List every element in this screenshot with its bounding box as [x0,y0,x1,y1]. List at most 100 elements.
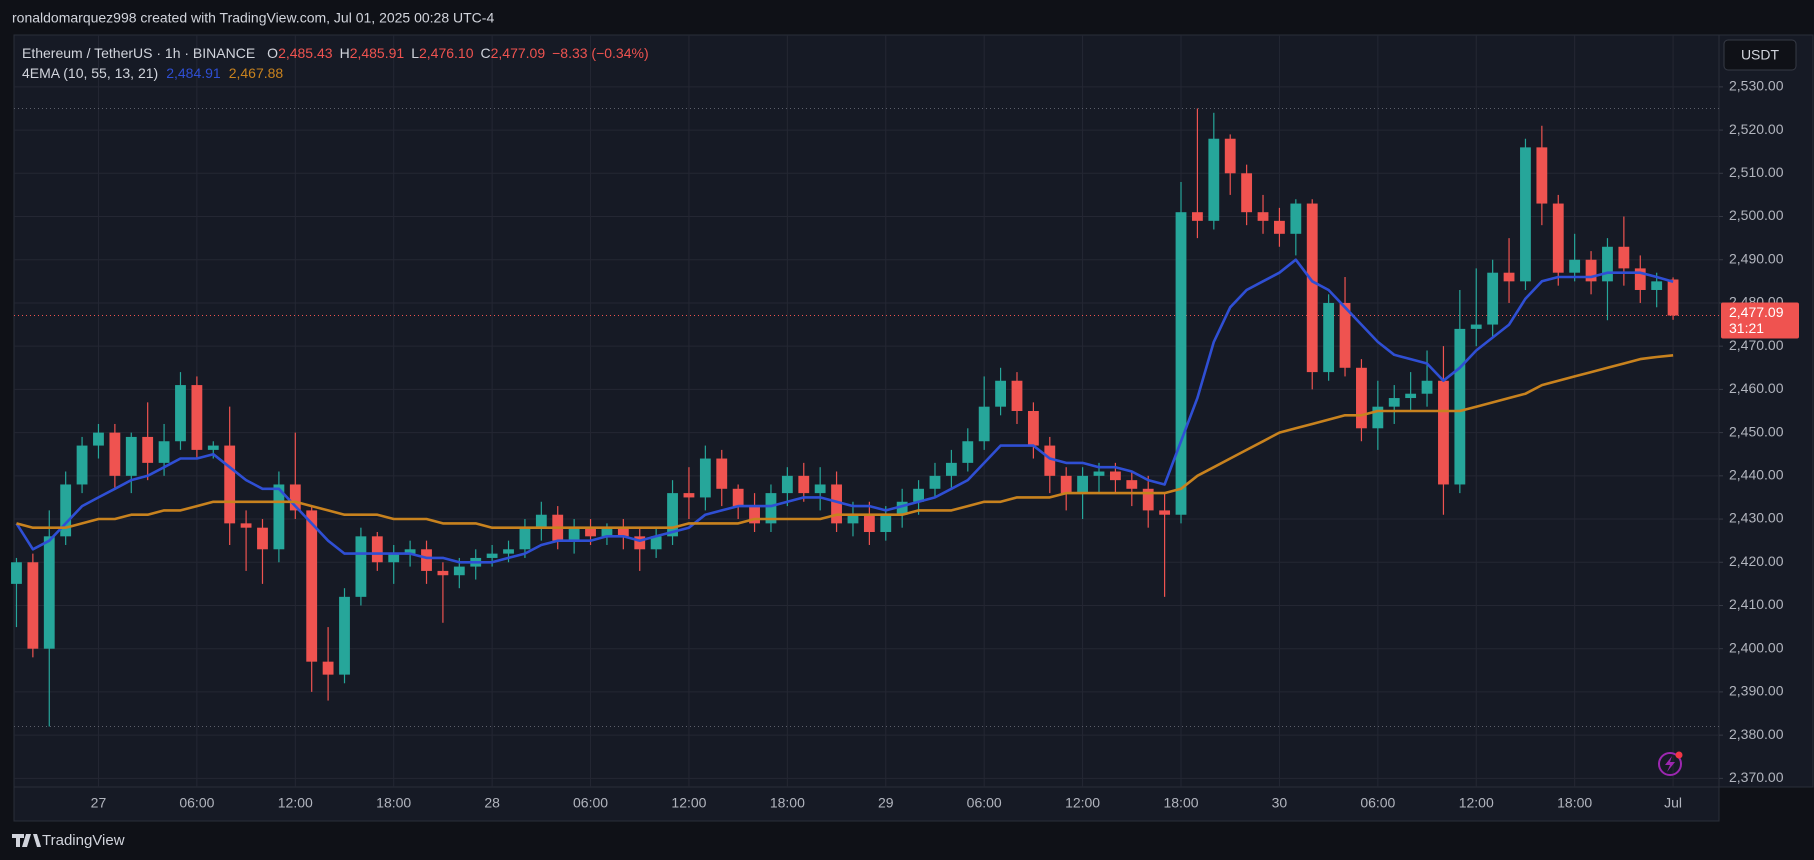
legend-ohlc-value: 2,485.91 [350,45,405,61]
y-tick-label: 2,370.00 [1729,769,1784,785]
candle-body [306,510,318,662]
y-tick-label: 2,400.00 [1729,639,1784,655]
footer-brand: TradingView [42,832,125,849]
candle-body [1634,268,1646,290]
candle-body [568,527,580,541]
candle-body [1388,398,1400,407]
candle-body [945,462,957,476]
candle-body [486,553,498,558]
legend-ohlc-key: C [480,45,490,61]
candle-body [257,527,268,550]
candle-body [1208,138,1220,221]
candle-body [1011,380,1023,411]
candle-body [1060,475,1072,494]
x-tick-label: 18:00 [770,795,805,811]
legend-change: −8.33 (−0.34%) [552,45,649,61]
indicator-value: 2,467.88 [229,65,284,81]
y-tick-label: 2,380.00 [1729,726,1784,742]
candle-body [1339,302,1351,368]
y-tick-label: 2,470.00 [1729,337,1784,353]
candle-body [617,527,629,537]
x-tick-label: 06:00 [179,795,214,811]
legend-ohlc-key: H [340,45,350,61]
plot [11,108,1679,727]
candle-body [1290,203,1302,234]
candle-body [913,488,924,502]
alert-icon[interactable] [1658,752,1682,776]
candle-body [1667,279,1679,316]
candle-body [224,445,236,524]
candle-body [683,493,695,498]
candle-body [962,441,974,463]
y-tick-label: 2,490.00 [1729,250,1784,266]
x-tick-label: 28 [484,795,500,811]
candle-body [1536,147,1548,204]
overlay: 2,370.00 2,380.00 2,390.00 2,400.00 2,410.00… [22,45,1799,811]
x-tick-label: 06:00 [1360,795,1395,811]
candle-body [650,536,662,550]
candle-body [339,596,350,675]
y-tick-label: 2,530.00 [1729,78,1784,94]
y-tick-label: 2,390.00 [1729,683,1784,699]
indicator-legend: 4EMA (10, 55, 13, 21) 2,484.91 2,467.88 [22,65,283,81]
candle-body [1585,259,1597,282]
candle-body [1175,212,1187,515]
footer-logo [12,834,41,847]
legend-ohlc-value: 2,476.10 [419,45,474,61]
grid [14,35,1723,787]
candle-body [503,549,514,554]
x-tick-label: 12:00 [278,795,313,811]
y-tick-label: 2,420.00 [1729,553,1784,569]
candle-body [1224,138,1236,174]
candle-body [76,445,88,485]
candle-body [1651,281,1663,290]
candle-body [1241,173,1253,213]
candle-body [699,458,711,498]
candle-body [60,484,72,537]
candle-body [995,380,1006,407]
currency-button[interactable] [1723,39,1797,71]
candle-body [716,458,728,489]
indicator-value: 2,484.91 [166,65,221,81]
candle-body [1027,411,1039,446]
y-tick-label: 2,430.00 [1729,510,1784,526]
candle-body [863,514,875,533]
x-tick-label: Jul [1664,795,1682,811]
candle-body [453,566,465,576]
y-tick-label: 2,510.00 [1729,164,1784,180]
candle-body [125,436,137,476]
ema-line [15,258,1674,564]
y-tick-label: 2,460.00 [1729,380,1784,396]
indicator-label: 4EMA (10, 55, 13, 21) [22,65,158,81]
candle-body [404,549,416,554]
candle-body [1306,203,1318,373]
candle-body [273,484,285,550]
candle-body [667,493,678,537]
ema-line [16,354,1674,529]
x-tick-label: 18:00 [1163,795,1198,811]
y-tick-label: 2,520.00 [1729,121,1784,137]
y-tick-label: 2,500.00 [1729,207,1784,223]
candle-body [1274,220,1285,234]
x-tick-label: 12:00 [671,795,706,811]
candle-body [388,553,400,563]
candle-body [896,501,908,515]
y-tick-label: 2,410.00 [1729,596,1784,612]
candle-body [240,523,252,528]
x-tick-label: 12:00 [1459,795,1494,811]
currency-label: USDT [1741,47,1780,63]
candle-body [1372,406,1384,429]
legend-symbol: Ethereum / TetherUS · 1h · BINANCE [22,45,255,61]
candle-body [322,661,334,675]
candle-body [1438,380,1449,485]
candle-body [814,484,826,494]
price-axis [1718,34,1814,788]
candle-body [1044,445,1056,476]
candle-body [880,514,892,533]
candle-body [207,445,219,450]
alert-bolt [1665,756,1675,772]
countdown-label: 31:21 [1729,320,1764,336]
candle-body [585,527,596,537]
x-tick-label: 06:00 [967,795,1002,811]
